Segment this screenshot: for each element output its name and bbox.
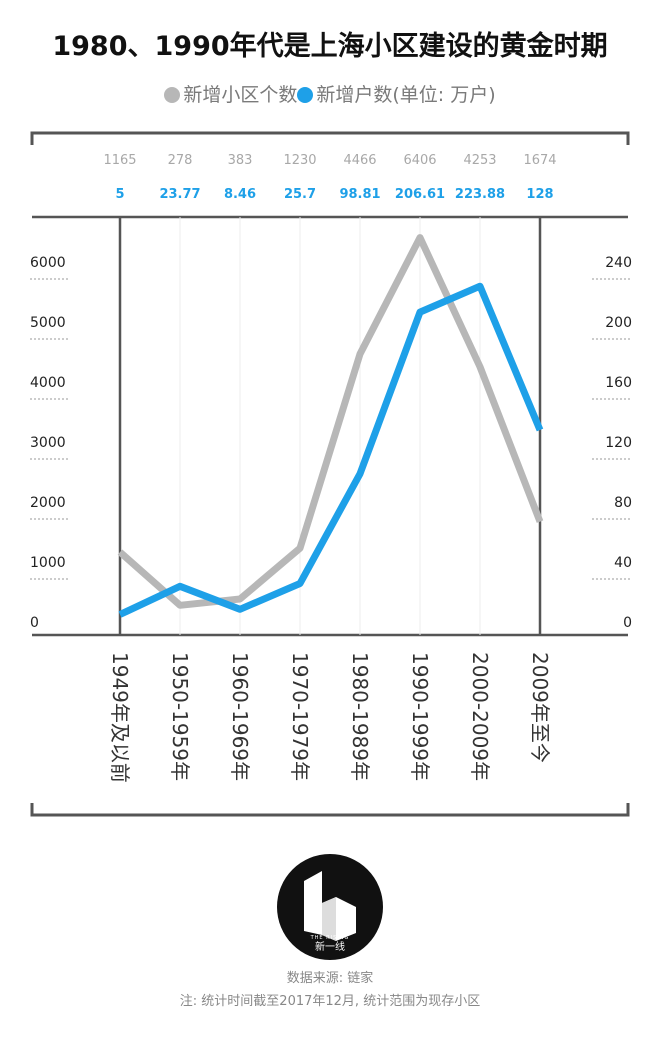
data-label-grey: 278 <box>168 153 193 168</box>
legend-label-blue: 新增户数(单位: 万户) <box>316 84 496 106</box>
left-tick-label: 2000 <box>30 495 66 511</box>
grey-dot-icon <box>164 87 181 103</box>
data-label-blue: 223.88 <box>455 187 505 202</box>
left-tick-label: 1000 <box>30 555 66 571</box>
chart-axes: 0 1000 2000 3000 4000 5000 6000 0 40 80 120 160 200 2… <box>30 217 632 635</box>
category-label: 1990-1999年 <box>408 652 432 781</box>
data-label-grey: 1674 <box>523 153 556 168</box>
data-label-grey: 1165 <box>103 153 136 168</box>
category-label: 1960-1969年 <box>228 652 252 781</box>
data-label-blue: 206.61 <box>395 187 445 202</box>
data-label-blue: 5 <box>115 187 124 202</box>
top-bracket <box>30 131 630 145</box>
data-label-blue: 128 <box>526 187 553 202</box>
category-label: 1949年及以前 <box>108 652 132 783</box>
chart-title: 1980、1990年代是上海小区建设的黄金时期 <box>52 31 608 62</box>
left-tick-label: 4000 <box>30 375 66 391</box>
category-label: 2000-2009年 <box>468 652 492 781</box>
legend-label-grey: 新增小区个数 <box>183 84 298 106</box>
right-tick-label: 80 <box>614 495 632 511</box>
data-label-blue: 25.7 <box>284 187 316 202</box>
right-tick-label: 240 <box>605 255 632 271</box>
data-source: 数据来源: 链家 <box>286 971 374 986</box>
left-tick-label: 5000 <box>30 315 66 331</box>
category-label: 1980-1989年 <box>348 652 372 781</box>
data-label-grey: 6406 <box>403 153 436 168</box>
right-tick-label: 200 <box>605 315 632 331</box>
logo-name: 新一线 <box>315 940 345 953</box>
data-label-blue: 8.46 <box>224 187 256 202</box>
category-label: 2009年至今 <box>528 652 552 763</box>
series-line-grey <box>117 234 544 609</box>
left-tick-label: 0 <box>30 615 39 631</box>
data-label-grey: 4466 <box>343 153 376 168</box>
series-line-blue <box>118 282 544 618</box>
left-tick-label: 3000 <box>30 435 66 451</box>
data-label-grey: 4253 <box>463 153 496 168</box>
right-tick-label: 120 <box>605 435 632 451</box>
data-label-grey: 383 <box>228 153 253 168</box>
right-tick-label: 160 <box>605 375 632 391</box>
chart-labels: 1165 278 383 1230 4466 6406 4253 1674 5 23.77 8.46… <box>103 153 556 783</box>
logo-mark-shade-icon <box>322 897 336 941</box>
left-tick-label: 6000 <box>30 255 66 271</box>
line-chart: 0 1000 2000 3000 4000 5000 6000 0 40 80 120 160 200 2… <box>30 131 632 817</box>
logo-small-text: THE RISING <box>310 935 350 941</box>
brand-logo: THE RISING 新一线 <box>277 854 383 960</box>
legend: 新增小区个数 新增户数(单位: 万户) <box>0 80 660 107</box>
legend-item-grey: 新增小区个数 <box>164 80 297 107</box>
category-label: 1950-1959年 <box>168 652 192 781</box>
chart-frame <box>30 131 630 817</box>
category-label: 1970-1979年 <box>288 652 312 781</box>
legend-item-blue: 新增户数(单位: 万户) <box>297 80 496 107</box>
data-label-blue: 98.81 <box>339 187 380 202</box>
bottom-bracket <box>30 803 630 817</box>
right-tick-label: 40 <box>614 555 632 571</box>
footnote: 注: 统计时间截至2017年12月, 统计范围为现存小区 <box>179 994 481 1009</box>
right-tick-label: 0 <box>623 615 632 631</box>
chart-series <box>117 234 544 618</box>
data-label-grey: 1230 <box>283 153 316 168</box>
blue-dot-icon <box>297 87 314 103</box>
data-label-blue: 23.77 <box>159 187 200 202</box>
